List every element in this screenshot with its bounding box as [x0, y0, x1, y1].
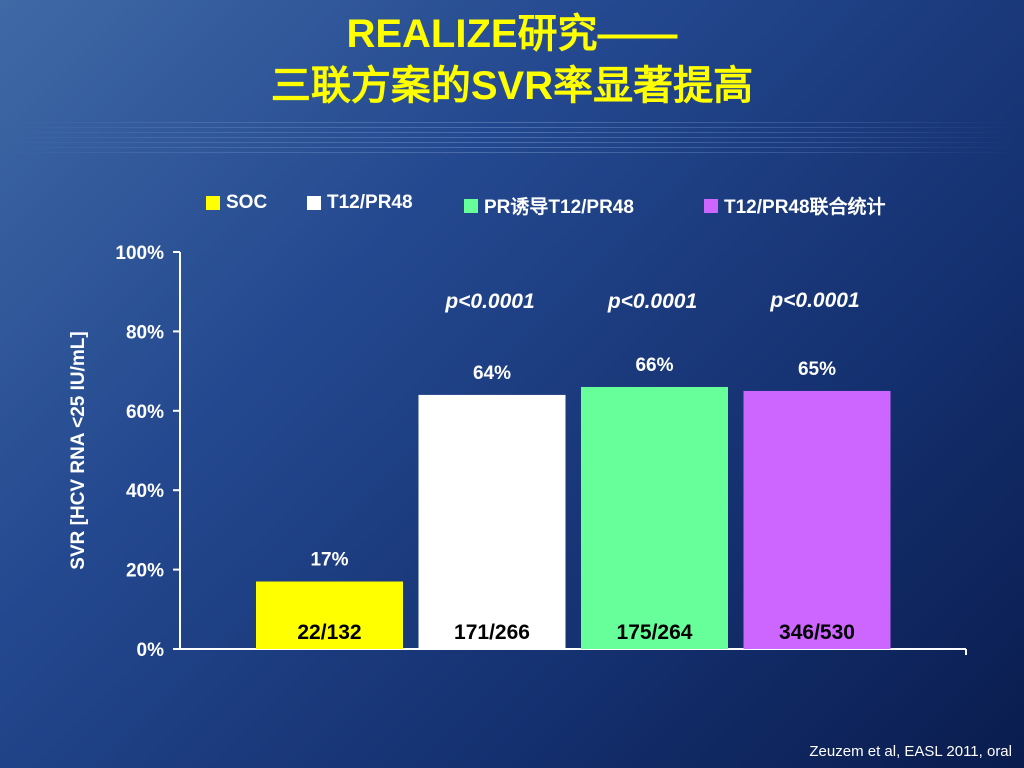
y-tick-label: 0% — [137, 640, 165, 661]
data-label: 64% — [473, 363, 511, 384]
legend-label-t12pr48: T12/PR48 — [327, 192, 413, 213]
bar — [256, 581, 403, 649]
count-label: 22/132 — [297, 621, 361, 644]
p-value-label: p<0.0001 — [444, 290, 534, 313]
legend-swatch-soc — [206, 196, 220, 210]
count-label: 346/530 — [779, 621, 855, 644]
count-label: 175/264 — [617, 621, 693, 644]
bar — [581, 386, 728, 649]
y-tick-label: 80% — [126, 322, 164, 343]
data-label: 65% — [798, 359, 836, 380]
citation: Zeuzem et al, EASL 2011, oral — [809, 743, 1012, 760]
legend-swatch-t12pr48 — [307, 196, 321, 210]
chart-legend: SOC T12/PR48 PR诱导T12/PR48 T12/PR48联合统计 — [0, 192, 1024, 220]
legend-swatch-pr-lead-in — [464, 198, 478, 213]
legend-item-pr-lead-in: PR诱导T12/PR48 — [464, 192, 634, 219]
legend-swatch-pooled — [704, 198, 718, 213]
slide-title: REALIZE研究—— 三联方案的SVR率显著提高 — [0, 8, 1024, 112]
title-line-2: 三联方案的SVR率显著提高 — [270, 64, 754, 108]
y-axis-label: SVR [HCV RNA <25 IU/mL] — [68, 331, 89, 569]
title-line-1: REALIZE研究—— — [346, 12, 678, 56]
y-tick-label: 100% — [115, 243, 164, 264]
bar — [743, 390, 891, 649]
decorative-stripes — [0, 122, 1024, 156]
y-tick-label: 60% — [126, 402, 164, 423]
data-label: 66% — [635, 355, 673, 376]
legend-item-pooled: T12/PR48联合统计 — [704, 192, 886, 219]
legend-label-soc: SOC — [226, 192, 268, 213]
count-label: 171/266 — [454, 621, 530, 644]
legend-label-pooled: T12/PR48联合统计 — [724, 197, 886, 218]
legend-item-soc: SOC — [206, 192, 267, 214]
p-value-label: p<0.0001 — [769, 289, 859, 312]
y-tick-label: 40% — [126, 481, 164, 502]
y-tick-label: 20% — [126, 561, 164, 582]
legend-label-pr-lead-in: PR诱导T12/PR48 — [484, 197, 634, 218]
legend-item-t12pr48: T12/PR48 — [307, 192, 413, 214]
bar — [418, 394, 566, 649]
p-value-label: p<0.0001 — [607, 290, 697, 313]
data-label: 17% — [310, 550, 348, 571]
